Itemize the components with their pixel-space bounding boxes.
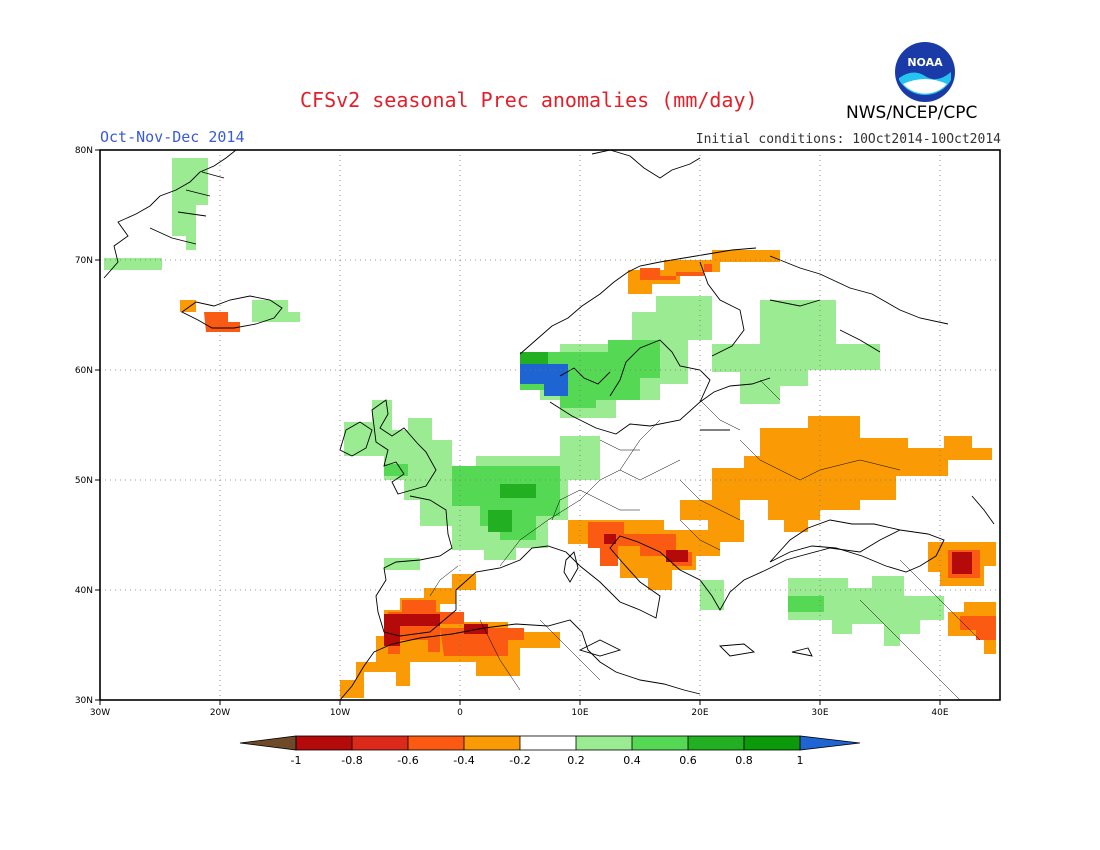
legend-tick-label: -1 <box>291 754 302 767</box>
anomaly-ukraine-russia <box>680 416 992 520</box>
map-frame <box>99 149 1001 701</box>
lon-label: 20W <box>210 708 230 718</box>
anomaly-adriatic-dark <box>666 550 688 562</box>
anomaly-iberia-core <box>388 600 464 654</box>
lon-label: 20E <box>691 708 708 718</box>
anomaly-british-isles <box>344 400 452 500</box>
legend-outline <box>799 735 861 751</box>
chart-title: CFSv2 seasonal Prec anomalies (mm/day) <box>300 88 758 112</box>
legend-tick-label: 0.6 <box>679 754 697 767</box>
anomaly-finland-russia <box>712 300 880 404</box>
coast-black-sea <box>769 519 945 573</box>
legend-swatch <box>800 736 860 750</box>
anomaly-iceland-west-core <box>180 300 196 312</box>
coast-scandinavia-inner <box>559 261 745 385</box>
lat-label: 70N <box>75 256 93 266</box>
anomaly-spain-north <box>384 558 420 570</box>
anomaly-greenland-tip <box>104 258 162 270</box>
legend-swatch <box>520 736 576 750</box>
legend-tick-label: -0.6 <box>397 754 418 767</box>
anomaly-norway-blue <box>520 364 568 396</box>
coast-iceland <box>181 295 283 329</box>
coast-baltic <box>519 247 771 435</box>
longitude-labels: 30W 20W 10W 0 10E 20E 30E 40E <box>90 708 949 718</box>
anomaly-greenland <box>172 158 208 250</box>
legend-swatch <box>632 736 688 750</box>
legend-swatch <box>408 736 464 750</box>
lat-label: 60N <box>75 366 93 376</box>
anomaly-benelux-dark <box>500 484 536 498</box>
anomaly-iberia-dark <box>384 614 440 646</box>
coastlines <box>103 150 995 700</box>
lat-label: 40N <box>75 586 93 596</box>
logo-text: NOAA <box>907 56 943 69</box>
anomaly-caucasus-dark <box>952 552 972 574</box>
noaa-logo: NOAA <box>893 40 957 104</box>
coast-mediterranean-islands <box>563 551 813 657</box>
anomaly-middle-east-core <box>960 616 996 640</box>
lat-label: 80N <box>75 146 93 156</box>
lon-label: 10E <box>571 708 588 718</box>
anomaly-turkey-green <box>788 596 824 612</box>
anomaly-turkey <box>788 576 944 646</box>
anomaly-iceland-west <box>204 312 240 332</box>
legend-swatch <box>688 736 744 750</box>
legend-tick-label: -0.8 <box>341 754 362 767</box>
legend-swatch <box>296 736 352 750</box>
coast-caspian <box>971 495 995 525</box>
agency-label: NWS/NCEP/CPC <box>846 103 978 123</box>
color-legend: -1 -0.8 -0.6 -0.4 -0.2 0.2 0.4 0.6 0.8 1 <box>239 735 861 767</box>
anomaly-wales-green <box>384 464 408 476</box>
coast-greenland <box>103 150 237 279</box>
legend-tick-label: -0.2 <box>509 754 530 767</box>
lat-label: 50N <box>75 476 93 486</box>
lon-label: 0 <box>457 708 463 718</box>
initial-conditions: Initial conditions: 10Oct2014-10Oct2014 <box>695 132 1001 147</box>
legend-swatch <box>352 736 408 750</box>
legend-tick-label: 0.8 <box>735 754 753 767</box>
anomaly-north-norway-core <box>640 264 712 280</box>
legend-tick-label: 0.2 <box>567 754 585 767</box>
lon-label: 10W <box>330 708 350 718</box>
coast-russia-north <box>769 255 949 353</box>
anomaly-france-dark <box>488 510 512 532</box>
latitude-labels: 80N 70N 60N 50N 40N 30N <box>75 146 93 706</box>
lat-label: 30N <box>75 696 93 706</box>
graticule <box>100 150 1000 700</box>
anomaly-algeria-core <box>440 628 524 656</box>
anomaly-black-sea <box>784 520 808 532</box>
legend-tick-label: 0.4 <box>623 754 641 767</box>
lon-label: 30E <box>811 708 828 718</box>
anomaly-iceland-east <box>252 300 300 322</box>
lon-label: 40E <box>931 708 948 718</box>
anomaly-adriatic-dark-2 <box>604 534 616 544</box>
legend-swatch <box>576 736 632 750</box>
anomaly-scandinavia-green <box>520 340 660 408</box>
legend-tick-label: 1 <box>797 754 804 767</box>
coast-svalbard <box>591 150 701 179</box>
legend-tick-label: -0.4 <box>453 754 474 767</box>
coast-north-africa <box>339 619 701 700</box>
legend-swatch <box>464 736 520 750</box>
season-label: Oct-Nov-Dec 2014 <box>100 128 245 146</box>
lon-label: 30W <box>90 708 110 718</box>
coast-continent-west <box>375 495 901 637</box>
anomaly-layer <box>104 158 996 698</box>
anomaly-algeria-dark <box>464 624 488 634</box>
axis-ticks <box>95 149 941 705</box>
legend-swatch <box>744 736 800 750</box>
legend-swatch <box>240 736 296 750</box>
